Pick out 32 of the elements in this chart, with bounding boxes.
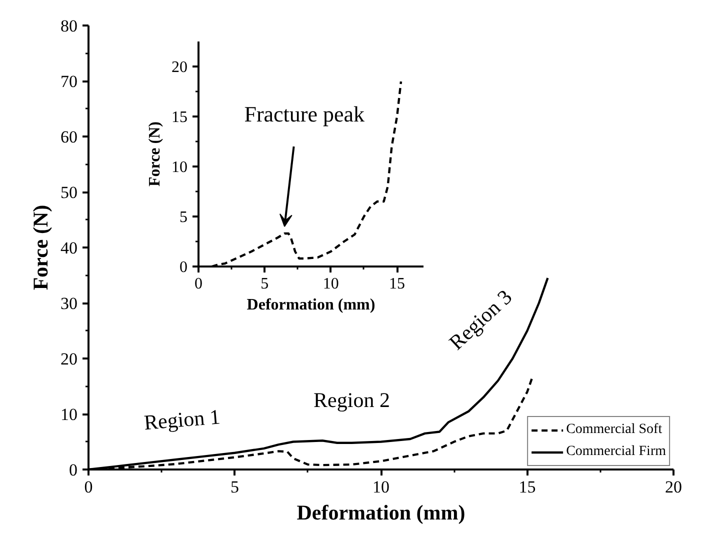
y-tick-label: 20 [172,59,188,76]
annotation: Fracture peak [244,102,365,126]
x-tick-label: 10 [372,478,390,496]
y-tick-label: 60 [60,128,78,146]
x-tick-label: 15 [518,478,536,496]
y-tick-label: 20 [60,350,78,368]
y-tick-label: 50 [60,183,78,202]
y-tick-label: 10 [172,159,188,176]
annotation: Region 2 [314,388,390,412]
x-tick-label: 10 [322,276,339,292]
y-tick-label: 5 [180,209,188,226]
legend-label: Commercial Firm [566,444,666,460]
x-tick-label: 5 [230,478,239,496]
x-axis-title: Deformation (mm) [296,500,466,524]
y-axis-title: Force (N) [28,204,52,290]
x-tick-label: 0 [84,478,93,496]
annotation: Region 1 [143,404,222,435]
y-tick-label: 80 [60,16,78,36]
y-tick-label: 40 [60,238,78,258]
x-tick-label: 5 [260,276,269,292]
x-axis-title: Deformation (mm) [246,296,376,314]
y-tick-label: 30 [60,294,78,313]
y-tick-label: 15 [172,109,188,126]
y-tick-label: 10 [60,405,78,424]
y-axis-title: Force (N) [146,122,164,186]
y-tick-label: 0 [180,259,188,276]
x-tick-label: 15 [389,276,406,292]
legend-label: Commercial Soft [566,422,662,438]
x-tick-label: 20 [665,478,682,496]
y-tick-label: 0 [69,460,78,480]
y-tick-label: 70 [60,72,78,91]
x-tick-label: 0 [194,276,202,292]
